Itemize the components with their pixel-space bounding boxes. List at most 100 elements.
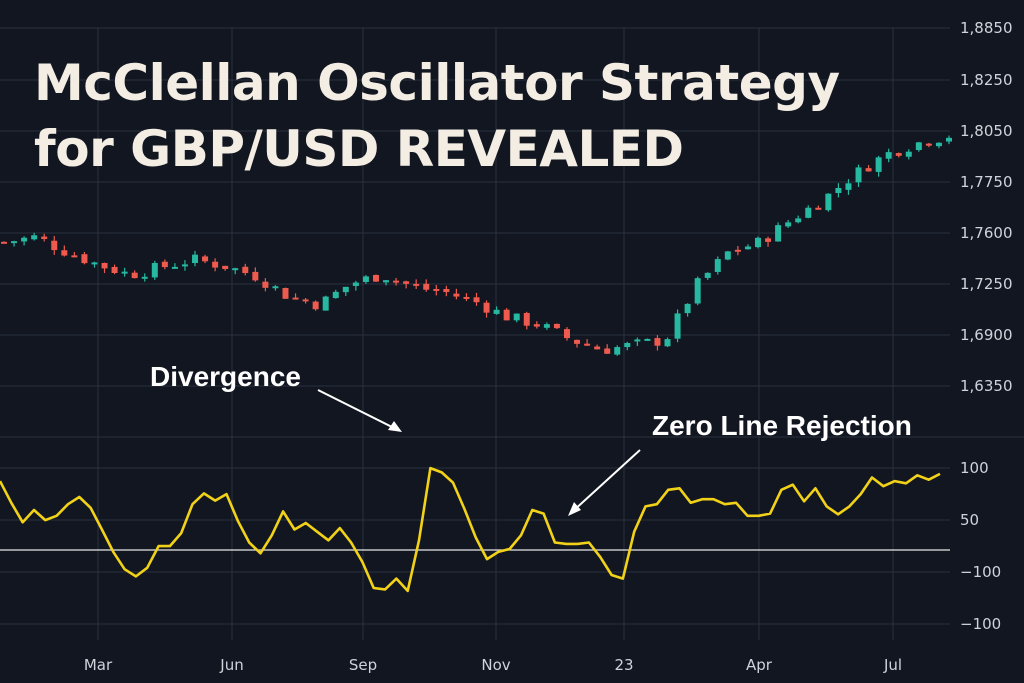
price-tick-label: 1,7600	[960, 224, 1013, 242]
oscillator-series	[0, 466, 950, 593]
zero-line-arrow	[571, 449, 641, 513]
candle-bullish	[724, 251, 731, 260]
candle-bullish	[91, 262, 98, 265]
candle-bullish	[744, 246, 751, 250]
candle-bullish	[624, 342, 631, 348]
candle-bearish	[483, 302, 490, 313]
candle-bullish	[342, 286, 349, 293]
candle-bearish	[252, 271, 259, 281]
candle-bullish	[513, 313, 520, 321]
candle-bullish	[181, 264, 188, 267]
candle-bearish	[895, 153, 902, 156]
candle-bearish	[111, 266, 118, 274]
candle-bearish	[41, 236, 48, 240]
price-tick-label: 1,6900	[960, 326, 1013, 344]
candle-bullish	[845, 183, 852, 190]
candle-bearish	[423, 283, 430, 290]
candle-bullish	[775, 225, 782, 242]
candle-bearish	[433, 288, 440, 291]
oscillator-tick-label: −100	[960, 615, 1001, 633]
candle-bearish	[61, 250, 68, 256]
candle-bearish	[815, 207, 822, 210]
divergence-arrow	[317, 389, 399, 431]
candle-bearish	[242, 266, 249, 274]
divergence-label: Divergence	[150, 361, 301, 392]
title-line-2: for GBP/USD REVEALED	[34, 120, 684, 178]
oscillator-tick-label: 50	[960, 511, 979, 529]
candle-bullish	[31, 235, 38, 240]
candle-bearish	[533, 324, 540, 327]
oscillator-tick-label: −100	[960, 563, 1001, 581]
title-line-1: McClellan Oscillator Strategy	[34, 54, 840, 112]
divergence-arrowhead	[388, 421, 402, 432]
candlestick-series	[1, 135, 952, 356]
candle-bearish	[312, 301, 319, 310]
candle-bearish	[473, 297, 480, 303]
candle-bullish	[694, 278, 701, 304]
candle-bullish	[825, 193, 832, 211]
time-tick-label: Jul	[883, 656, 902, 674]
candle-bullish	[171, 266, 178, 269]
oscillator-line	[0, 466, 941, 593]
time-tick-label: Nov	[481, 656, 510, 674]
candle-bullish	[935, 142, 942, 147]
time-tick-label: Sep	[349, 656, 377, 674]
candle-bearish	[71, 255, 78, 258]
candle-bearish	[765, 238, 772, 242]
candle-bearish	[1, 241, 7, 244]
annotation-arrows	[317, 389, 641, 516]
time-tick-label: Mar	[84, 656, 113, 674]
candle-bullish	[795, 218, 802, 223]
candle-bearish	[523, 312, 530, 326]
candle-bullish	[272, 286, 279, 289]
candle-bullish	[121, 271, 128, 274]
candle-bullish	[232, 268, 239, 271]
candle-bullish	[664, 339, 671, 347]
price-tick-label: 1,8850	[960, 19, 1013, 37]
candle-bullish	[493, 309, 500, 314]
candle-bearish	[81, 254, 88, 264]
price-tick-label: 1,8250	[960, 71, 1013, 89]
candle-bullish	[11, 241, 18, 244]
candle-bearish	[51, 240, 58, 251]
price-tick-label: 1,7250	[960, 275, 1013, 293]
candle-bullish	[352, 282, 359, 286]
candle-bearish	[443, 288, 450, 293]
candle-bullish	[885, 152, 892, 159]
grid-lines	[0, 27, 1024, 640]
candle-bearish	[131, 272, 138, 279]
candle-bearish	[604, 348, 611, 354]
candle-bullish	[674, 313, 681, 339]
candle-bullish	[383, 280, 390, 283]
candle-bullish	[805, 207, 812, 218]
candle-bullish	[835, 187, 842, 194]
candle-bearish	[262, 281, 269, 288]
zero-line-arrowhead	[568, 502, 581, 516]
price-tick-label: 1,6350	[960, 377, 1013, 395]
candle-bullish	[332, 291, 339, 299]
time-axis: Mar Jun Sep Nov 23 Apr Jul	[84, 656, 902, 674]
candle-bearish	[734, 249, 741, 252]
candle-bullish	[322, 296, 329, 311]
candle-bullish	[946, 137, 952, 142]
time-tick-label: Jun	[219, 656, 243, 674]
candle-bearish	[574, 339, 581, 344]
candle-bearish	[393, 280, 400, 283]
candle-bullish	[614, 347, 621, 355]
candle-bearish	[372, 274, 379, 282]
candle-bearish	[101, 262, 108, 269]
candle-bullish	[362, 276, 369, 283]
candle-bullish	[704, 272, 711, 278]
candle-bullish	[192, 254, 199, 264]
candle-bearish	[503, 309, 510, 321]
candle-bullish	[644, 338, 651, 341]
candle-bullish	[915, 142, 922, 151]
candle-bearish	[222, 265, 229, 269]
candle-bullish	[151, 263, 158, 278]
candle-bearish	[403, 281, 410, 284]
candle-bearish	[202, 256, 209, 262]
candle-bearish	[282, 287, 289, 299]
